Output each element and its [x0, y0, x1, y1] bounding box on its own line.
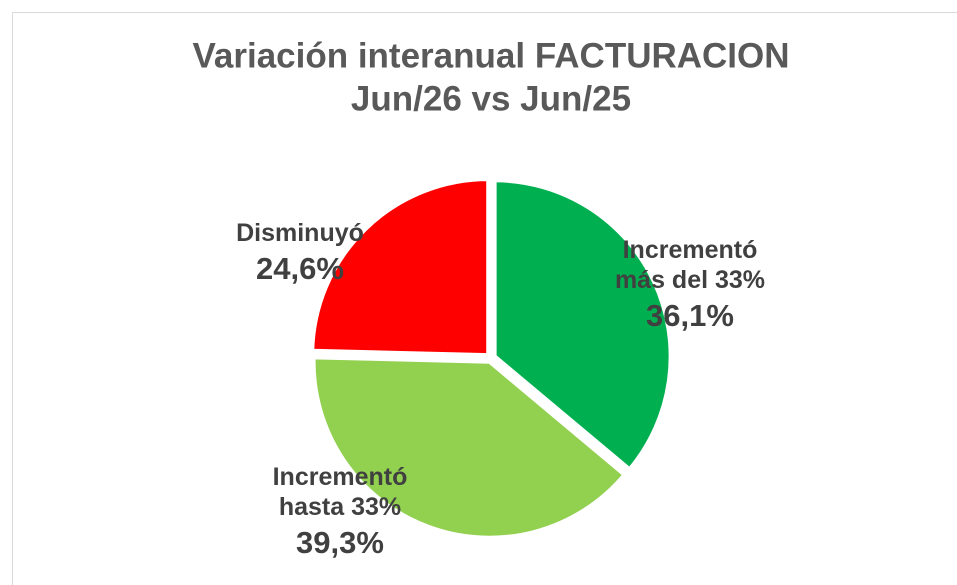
category-label: Incrementó hasta 33%: [272, 463, 408, 521]
category-label: Incrementó más del 33%: [614, 236, 766, 294]
slice-label-box: Incrementó más del 33% 36,1%: [580, 235, 800, 334]
slice-label: Incrementó más del 33% 36,1%: [580, 235, 800, 334]
pie-slice: [310, 177, 491, 358]
pie-slice: [492, 178, 673, 473]
pie-slice: [311, 355, 628, 540]
slice-label-box: Disminuyó 24,6%: [190, 218, 410, 287]
slice-label: Disminuyó 24,6%: [190, 218, 410, 287]
slice-label-box: Incrementó hasta 33% 39,3%: [230, 462, 450, 561]
category-label: Disminuyó: [236, 219, 364, 247]
value-label: 36,1%: [646, 298, 734, 333]
value-label: 24,6%: [256, 251, 344, 286]
slice-label: Incrementó hasta 33% 39,3%: [230, 462, 450, 561]
value-label: 39,3%: [296, 525, 384, 560]
chart-subtitle: Jun/26 vs Jun/25: [351, 79, 631, 118]
chart-title: Variación interanual FACTURACION: [192, 36, 789, 75]
